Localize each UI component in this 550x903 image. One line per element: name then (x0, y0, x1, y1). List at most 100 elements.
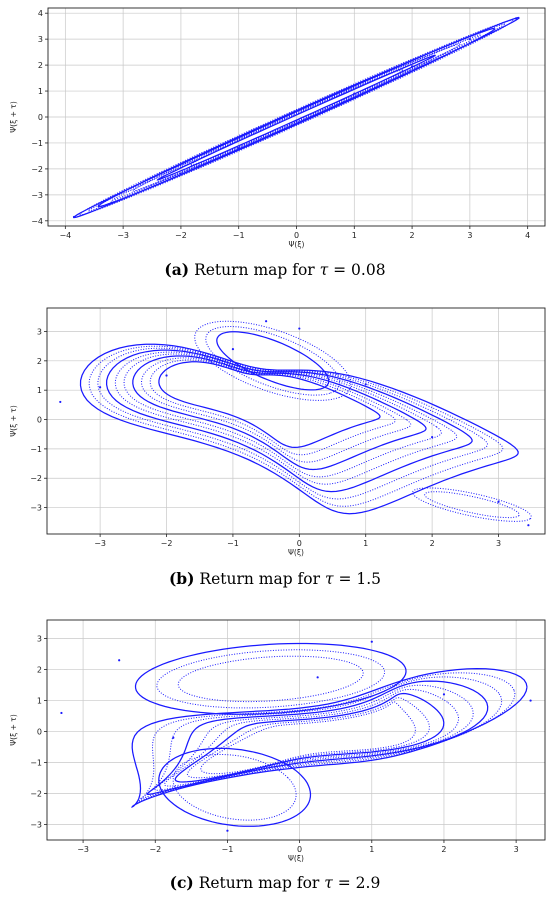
x-tick-label: −2 (149, 845, 161, 854)
attractor-curve (412, 487, 532, 522)
attractor-curve (174, 692, 445, 783)
attractor-curve (424, 491, 520, 519)
attractor-curve (156, 649, 386, 709)
x-tick-label: −3 (117, 231, 129, 240)
x-tick-label: −3 (77, 845, 89, 854)
plot-frame (46, 619, 546, 841)
y-tick-label: −1 (31, 139, 43, 148)
data-point (59, 400, 62, 404)
data-point (60, 711, 63, 715)
attractor-curve (158, 747, 312, 827)
data-point (364, 383, 367, 386)
x-tick-label: −2 (161, 539, 173, 548)
x-tick-label: 1 (369, 845, 374, 854)
attractor-curve (134, 642, 407, 715)
attractor-curve (177, 655, 364, 703)
data-point (316, 676, 319, 679)
y-tick-label: −4 (31, 217, 43, 226)
data-point (410, 65, 414, 68)
data-point (99, 386, 102, 389)
data-point (231, 347, 235, 351)
attractor-curve (154, 684, 474, 791)
data-point (515, 17, 518, 20)
y-tick-label: −2 (30, 474, 42, 483)
plot-frame (46, 307, 546, 535)
y-tick-label: −1 (30, 445, 42, 454)
x-tick-label: −1 (233, 231, 245, 240)
attractor-curve (216, 331, 330, 391)
x-tick-label: 2 (441, 845, 446, 854)
attractor-curve (140, 676, 503, 800)
return-map-a: −4 −3 −2 −1 0 1 2 3 4 −4 −3 −2 −1 0 1 2 3 4 Ψ(ξ) Ψ(ξ + τ) (9, 7, 546, 249)
data-point (110, 201, 113, 204)
data-point (370, 640, 373, 643)
attractor-curve (189, 69, 404, 166)
x-tick-label: 3 (496, 539, 501, 548)
y-axis-label: Ψ(ξ + τ) (9, 101, 18, 133)
y-tick-label: 0 (37, 728, 42, 737)
data-point (226, 829, 229, 832)
x-tick-label: 2 (430, 539, 435, 548)
attractor-curve (172, 754, 297, 821)
return-map-b: −3 −2 −1 0 1 2 3 −3 −2 −1 0 1 2 3 Ψ(ξ) Ψ(ξ + τ) (9, 307, 546, 557)
attractor-curve (146, 680, 489, 796)
y-tick-label: 3 (37, 635, 42, 644)
data-point (179, 172, 183, 176)
x-tick-label: 1 (363, 539, 368, 548)
attractor-curve (200, 701, 416, 775)
attractor-curve (132, 355, 427, 471)
data-point (295, 119, 298, 122)
chart-panel-a: −4 −3 −2 −1 0 1 2 3 4 −4 −3 −2 −1 0 1 2 3 4 Ψ(ξ) Ψ(ξ + τ) (… (0, 0, 550, 290)
x-axis-label: Ψ(ξ) (288, 854, 304, 862)
data-point (72, 215, 76, 219)
attractor-curve (131, 667, 528, 808)
x-tick-label: −3 (94, 539, 106, 548)
attractor-curve (123, 353, 442, 478)
x-tick-label: 0 (294, 231, 299, 240)
return-map-c: −3 −2 −1 0 1 2 3 −3 −2 −1 0 1 2 3 Ψ(ξ) Ψ(ξ + τ) (9, 619, 546, 862)
y-tick-label: 2 (38, 61, 43, 70)
y-tick-label: −3 (30, 821, 42, 830)
data-point (527, 524, 530, 527)
y-tick-label: −3 (31, 191, 43, 200)
attractor-curve (132, 43, 461, 192)
x-tick-label: 3 (467, 231, 472, 240)
x-tick-label: 2 (410, 231, 415, 240)
attractor-group (72, 16, 520, 219)
data-point (431, 436, 434, 439)
attractor-curve (79, 19, 514, 216)
x-tick-label: 0 (297, 845, 302, 854)
attractor-group (60, 640, 532, 832)
y-axis-label: Ψ(ξ + τ) (9, 405, 18, 437)
attractor-group (59, 320, 532, 527)
data-point (118, 659, 121, 662)
attractor-curve (186, 697, 430, 779)
data-point (165, 374, 168, 377)
x-tick-label: −1 (222, 845, 234, 854)
x-tick-label: 0 (297, 539, 302, 548)
chart-panel-c: −3 −2 −1 0 1 2 3 −3 −2 −1 0 1 2 3 Ψ(ξ) Ψ(ξ + τ) (c) Ret… (0, 612, 550, 903)
caption-c: (c) Return map for τ = 2.9 (169, 873, 381, 892)
x-tick-label: −4 (59, 231, 71, 240)
y-tick-label: 3 (37, 327, 42, 336)
attractor-curve (111, 34, 481, 201)
attractor-curve (97, 347, 489, 500)
data-point (497, 500, 500, 503)
x-tick-label: 3 (514, 845, 519, 854)
x-tick-label: −2 (175, 231, 187, 240)
attractor-curve (158, 361, 381, 449)
attractor-curve (97, 27, 496, 208)
x-axis-label: Ψ(ξ) (289, 240, 305, 249)
y-tick-label: 0 (38, 113, 43, 122)
data-point (298, 327, 301, 330)
data-point (353, 92, 356, 95)
attractor-curve (163, 688, 460, 787)
attractor-curve (156, 54, 436, 181)
data-point (237, 147, 240, 150)
y-tick-label: 2 (37, 666, 42, 675)
attractor-curve (194, 320, 352, 401)
data-point (529, 699, 532, 702)
y-tick-label: 1 (37, 697, 42, 706)
data-point (172, 736, 175, 739)
caption-b: (b) Return map for τ = 1.5 (168, 569, 382, 588)
